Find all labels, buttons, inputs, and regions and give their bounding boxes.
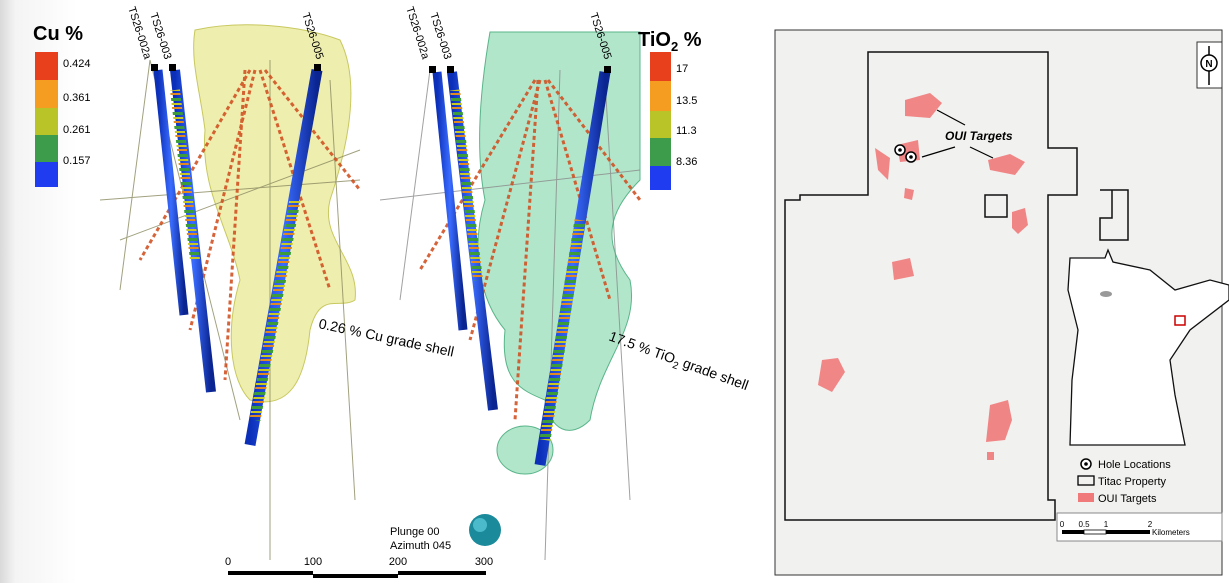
legend-swatch [35,162,58,187]
legend-swatch [35,108,58,135]
legend-label: 0.361 [63,92,91,104]
collar [151,64,158,71]
logo [473,518,487,532]
legend-title: TiO2 % [638,29,702,54]
callout-arrows [921,109,994,159]
legend-label: 0.157 [63,155,91,167]
legend-swatch [650,111,671,138]
drill-traces [379,69,641,561]
background [0,0,770,583]
drill-assays [418,79,642,421]
drill-hole-bands [539,219,586,441]
legend-label: 11.3 [676,125,697,137]
legend-swatch [650,52,671,81]
legend-label: Titac Property [1098,476,1167,488]
scale-label: 0 [1060,520,1065,529]
inset-locator [1174,315,1186,326]
legend-label: 0.424 [63,58,91,70]
collar [314,64,321,71]
tio2-legend: TiO2 % 17 13.5 11.3 8.36 [638,29,702,190]
view-info: Plunge 00 Azimuth 045 [390,514,501,552]
callout: OUI Targets [945,129,1013,143]
scale-unit: Kilometers [1152,528,1190,537]
legend-swatch [35,52,58,80]
legend-label: Hole Locations [1098,459,1171,471]
property-outline [984,194,1008,218]
legend-swatch [650,138,671,166]
map-scale: 0 0.5 1 2 Kilometers [1056,512,1223,542]
legend-label: 13.5 [676,95,697,107]
legend-label: 0.261 [63,124,91,136]
drill-hole-bands [249,199,301,421]
azimuth: Azimuth 045 [390,540,451,552]
legend-swatch [35,135,58,162]
property-outline [1099,189,1129,241]
plunge: Plunge 00 [390,526,440,538]
scale-label: 200 [389,556,407,568]
map-legend: Hole Locations Titac Property OUI Target… [1077,458,1171,505]
logo [469,514,501,546]
collar [447,66,454,73]
scale-label: 300 [475,556,493,568]
scale-segment [313,574,398,578]
drill-hole [153,69,189,316]
drill-hole-bands [450,89,483,281]
legend-swatch [35,80,58,108]
legend-label: 8.36 [676,156,697,168]
legend-title: Cu % [33,23,83,45]
legend-swatch [650,81,671,111]
scale-bar: 0 100 200 300 [225,556,493,578]
scale-segment [398,571,486,575]
scale-segment [228,571,313,575]
north-label: N [1205,59,1212,70]
cu-legend: Cu % 0.424 0.361 0.261 0.157 [33,23,91,187]
tio2-view: TS26-002a TS26-003 TS26-005 17.5 % TiO2 … [379,5,751,561]
property-outline [784,51,1078,521]
scale-label: 0 [225,556,231,568]
scale-label: 1 [1104,520,1109,529]
north-arrow [1200,54,1218,72]
map: OUI Targets N Hole Locations Titac Prope… [774,29,1229,576]
scale-label: 100 [304,556,322,568]
drill-hole-bands [170,89,200,261]
collar [169,64,176,71]
cu-grade-shell [193,24,356,403]
scale-label: 2 [1148,520,1153,529]
hole-location [898,148,902,152]
hole-location [909,155,913,159]
legend-label: 17 [676,63,688,75]
lake [1100,291,1112,297]
collar [429,66,436,73]
legend-label: OUI Targets [1098,493,1157,505]
state-inset [1067,248,1229,446]
drill-hole [432,71,468,331]
collar [604,66,611,73]
legend-swatch [650,166,671,190]
scale-label: 0.5 [1078,520,1090,529]
targets [818,93,1028,460]
